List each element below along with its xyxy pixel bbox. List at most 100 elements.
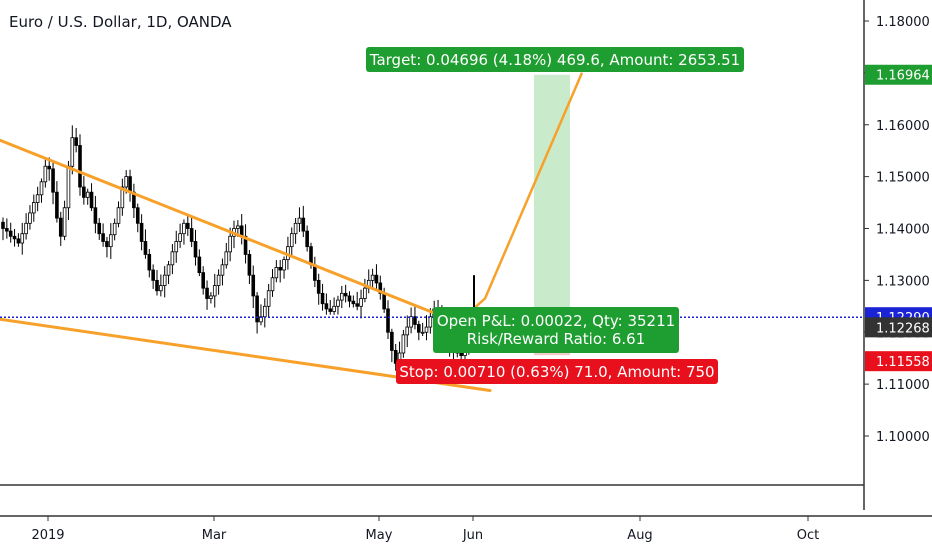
candle-body <box>93 207 98 224</box>
price-tick-label: 1.11000 <box>876 378 930 393</box>
candle-body <box>416 324 421 333</box>
candle-body <box>166 264 171 276</box>
candle-body <box>278 267 282 271</box>
candle-body <box>297 217 302 224</box>
candle-body <box>62 207 67 237</box>
candle-body <box>143 241 148 255</box>
candle-body <box>147 254 152 271</box>
candle-body <box>112 222 117 236</box>
candle-body <box>205 287 209 299</box>
price-tick-label: 1.10000 <box>876 430 930 445</box>
candle-body <box>5 228 9 232</box>
candle-body <box>151 269 155 281</box>
candle-body <box>332 305 336 312</box>
candle-body <box>51 168 55 193</box>
candle-body <box>201 272 206 289</box>
candle-body <box>266 290 271 307</box>
stop-label-text: Stop: 0.00710 (0.63%) 71.0, Amount: 750 <box>399 363 714 381</box>
candle-body <box>293 222 298 235</box>
candle-body <box>39 181 44 196</box>
candle-body <box>220 264 225 276</box>
time-tick-label: Oct <box>797 528 819 543</box>
candle-body <box>47 165 51 170</box>
candle-body <box>236 225 240 229</box>
candle-body <box>247 254 252 276</box>
candle-body <box>35 194 40 203</box>
candle-body <box>282 259 286 271</box>
pnl-label-text: Open P&L: 0.00022, Qty: 35211 <box>437 312 675 330</box>
candle-body <box>212 285 217 297</box>
candle-body <box>351 300 356 305</box>
candle-body <box>316 279 321 294</box>
candle-body <box>170 251 175 266</box>
candle-body <box>128 176 132 193</box>
candle-body <box>209 295 213 299</box>
candle-body <box>224 251 229 266</box>
candle-body <box>216 274 221 286</box>
time-tick-label: May <box>366 528 393 543</box>
candle-body <box>139 222 144 242</box>
chart-title: Euro / U.S. Dollar, 1D, OANDA <box>9 13 232 31</box>
candle-body <box>12 235 17 240</box>
price-tick-label: 1.15000 <box>876 171 930 186</box>
candle-body <box>382 292 386 310</box>
candle-body <box>255 295 259 323</box>
price-axis[interactable]: 1.180001.170001.160001.150001.140001.130… <box>863 0 932 510</box>
candle-body <box>124 176 129 188</box>
candle-body <box>55 191 59 219</box>
candle-body <box>105 241 109 248</box>
candle-body <box>16 238 21 244</box>
candle-body <box>359 298 363 307</box>
candle-body <box>178 233 182 242</box>
candle-body <box>8 230 13 237</box>
pnl-label-box <box>433 307 679 353</box>
candle-body <box>386 308 390 333</box>
candle-body <box>66 165 71 209</box>
time-axis[interactable]: 2019 Mar May Jun Aug Oct <box>0 484 932 550</box>
candle-body <box>251 274 256 297</box>
stop-price-badge <box>865 351 932 372</box>
candle-body <box>197 256 202 273</box>
pnl-label[interactable]: Open P&L: 0.00022, Qty: 35211 Risk/Rewar… <box>433 307 679 353</box>
candle-body <box>390 331 394 351</box>
candle-body <box>162 274 167 286</box>
price-tick-label: 1.18000 <box>876 15 930 30</box>
target-label[interactable]: Target: 0.04696 (4.18%) 469.6, Amount: 2… <box>366 47 744 72</box>
candle-body <box>1 221 5 229</box>
stop-price-badge-text: 1.11558 <box>876 355 930 370</box>
stop-label[interactable]: Stop: 0.00710 (0.63%) 71.0, Amount: 750 <box>396 359 718 384</box>
candle-body <box>328 308 333 312</box>
projection-line <box>473 72 584 310</box>
candle-body <box>85 191 90 198</box>
candle-body <box>78 145 82 188</box>
target-price-badge-text: 1.16964 <box>876 69 930 84</box>
candle-body <box>82 186 86 198</box>
time-tick-label: 2019 <box>31 528 64 543</box>
candle-body <box>155 279 159 292</box>
candle-body <box>120 186 125 209</box>
candle-body <box>409 316 413 328</box>
candle-body <box>70 137 75 167</box>
candle-body <box>243 235 248 255</box>
candle-body <box>378 282 383 294</box>
candle-body <box>401 334 406 354</box>
candle-body <box>336 299 340 307</box>
candle-body <box>20 233 25 244</box>
time-axis-ticks: 2019 Mar May Jun Aug Oct <box>31 516 819 543</box>
candle-body <box>393 350 398 364</box>
price-tick-label: 1.13000 <box>876 274 930 289</box>
candle-body <box>355 303 359 307</box>
upper-trendline[interactable] <box>0 138 439 316</box>
candle-body <box>339 292 344 301</box>
candle-body <box>193 241 198 258</box>
target-price-badge <box>865 64 932 85</box>
time-tick-label: Mar <box>202 528 227 543</box>
candle-body <box>89 191 94 209</box>
price-tick-label: 1.14000 <box>876 223 930 238</box>
candle-body <box>343 292 348 297</box>
price-axis-background <box>864 0 932 510</box>
candle-body <box>101 233 105 242</box>
candle-body <box>320 292 325 305</box>
